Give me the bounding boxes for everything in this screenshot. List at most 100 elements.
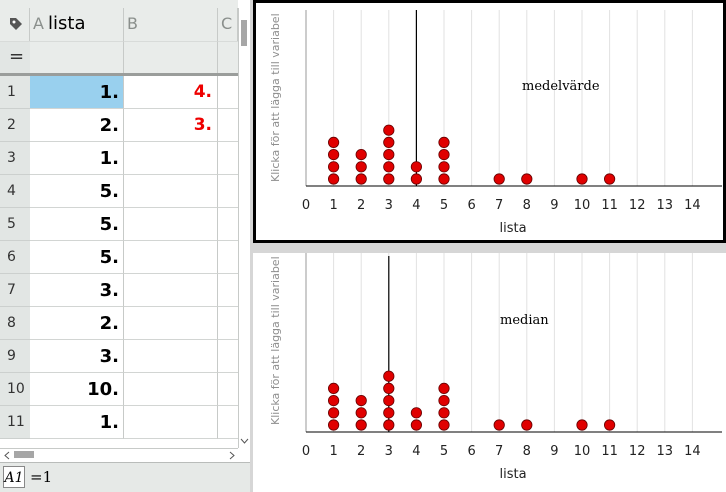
x-axis-label[interactable]: lista	[499, 467, 526, 482]
data-dot[interactable]	[410, 173, 422, 185]
formula-cell-b[interactable]	[124, 41, 218, 74]
select-all-corner[interactable]	[0, 8, 30, 41]
cell-c[interactable]	[218, 274, 238, 307]
scroll-down-icon[interactable]	[239, 436, 250, 447]
data-dot[interactable]	[383, 161, 395, 173]
row-number[interactable]: 4	[0, 175, 30, 208]
scroll-right-icon[interactable]	[226, 450, 237, 461]
data-dot[interactable]	[521, 173, 533, 185]
vertical-scroll-thumb[interactable]	[241, 20, 247, 46]
cell-b[interactable]	[124, 241, 218, 274]
cell-c[interactable]	[218, 307, 238, 340]
data-dot[interactable]	[438, 419, 450, 431]
cell-c[interactable]	[218, 406, 238, 439]
entry-formula-text[interactable]: =1	[30, 468, 53, 486]
data-dot[interactable]	[410, 161, 422, 173]
cell-a[interactable]: 2.	[30, 109, 124, 142]
dotplot-panel-median[interactable]: Klicka för att lägga till variabel 0 1 2 3 4 5…	[253, 253, 726, 492]
cell-c[interactable]	[218, 241, 238, 274]
data-dot[interactable]	[355, 161, 367, 173]
entry-line[interactable]: A1 =1	[0, 462, 250, 492]
data-dot[interactable]	[438, 149, 450, 161]
cell-a[interactable]: 5.	[30, 208, 124, 241]
cell-b[interactable]: 4.	[124, 76, 218, 109]
data-dot[interactable]	[383, 124, 395, 136]
data-dot[interactable]	[603, 173, 616, 185]
row-number[interactable]: 8	[0, 307, 30, 340]
column-header-c[interactable]: C	[218, 8, 238, 41]
dotplot-panel-mean[interactable]: Klicka för att lägga till variabel 0 1 2 3 4 5…	[253, 0, 726, 243]
data-dot[interactable]	[328, 149, 340, 161]
data-dot[interactable]	[438, 173, 450, 185]
cell-c[interactable]	[218, 142, 238, 175]
data-dot[interactable]	[328, 173, 340, 185]
cell-b[interactable]: 3.	[124, 109, 218, 142]
data-dot[interactable]	[355, 419, 367, 431]
cell-b[interactable]	[124, 406, 218, 439]
cell-a[interactable]: 5.	[30, 175, 124, 208]
data-dot[interactable]	[603, 419, 616, 431]
row-number[interactable]: 5	[0, 208, 30, 241]
cell-b[interactable]	[124, 175, 218, 208]
data-dot[interactable]	[383, 173, 395, 185]
scroll-left-icon[interactable]	[2, 450, 13, 461]
cell-a[interactable]: 1.	[30, 142, 124, 175]
data-dot[interactable]	[355, 173, 367, 185]
cell-b[interactable]	[124, 340, 218, 373]
data-dot[interactable]	[438, 382, 450, 394]
data-dot[interactable]	[410, 407, 422, 419]
cell-a[interactable]: 3.	[30, 340, 124, 373]
data-dot[interactable]	[383, 370, 395, 382]
row-number[interactable]: 11	[0, 406, 30, 439]
data-dot[interactable]	[328, 136, 340, 148]
data-dot[interactable]	[410, 419, 422, 431]
cell-a[interactable]: 2.	[30, 307, 124, 340]
data-dot[interactable]	[383, 136, 395, 148]
horizontal-scroll-thumb[interactable]	[14, 451, 34, 458]
data-dot[interactable]	[383, 395, 395, 407]
data-dot[interactable]	[328, 161, 340, 173]
row-number[interactable]: 6	[0, 241, 30, 274]
column-header-a[interactable]: A lista	[30, 8, 124, 41]
data-dot[interactable]	[328, 407, 340, 419]
x-axis-label[interactable]: lista	[499, 221, 526, 236]
data-dot[interactable]	[576, 419, 588, 431]
row-number[interactable]: 10	[0, 373, 30, 406]
vertical-scrollbar[interactable]	[238, 8, 250, 448]
data-dot[interactable]	[355, 149, 367, 161]
data-dot[interactable]	[383, 382, 395, 394]
data-dot[interactable]	[355, 407, 367, 419]
cell-b[interactable]	[124, 208, 218, 241]
data-dot[interactable]	[328, 395, 340, 407]
cell-b[interactable]	[124, 142, 218, 175]
formula-cell-a[interactable]	[30, 41, 124, 74]
data-dot[interactable]	[493, 173, 505, 185]
cell-b[interactable]	[124, 274, 218, 307]
data-dot[interactable]	[521, 419, 533, 431]
data-dot[interactable]	[493, 419, 505, 431]
cell-c[interactable]	[218, 175, 238, 208]
cell-b[interactable]	[124, 307, 218, 340]
cell-a[interactable]: 1.	[30, 76, 124, 109]
cell-b[interactable]	[124, 373, 218, 406]
column-name-a[interactable]: lista	[48, 13, 86, 34]
cell-a[interactable]: 5.	[30, 241, 124, 274]
data-dot[interactable]	[438, 395, 450, 407]
row-number[interactable]: 2	[0, 109, 30, 142]
formula-cell-c[interactable]	[218, 41, 238, 74]
row-number[interactable]: 1	[0, 76, 30, 109]
row-number[interactable]: 7	[0, 274, 30, 307]
cell-c[interactable]	[218, 373, 238, 406]
cell-a[interactable]: 3.	[30, 274, 124, 307]
cell-a[interactable]: 1.	[30, 406, 124, 439]
cell-a[interactable]: 10.	[30, 373, 124, 406]
data-dot[interactable]	[438, 161, 450, 173]
cell-c[interactable]	[218, 340, 238, 373]
data-dot[interactable]	[383, 419, 395, 431]
column-header-b[interactable]: B	[124, 8, 218, 41]
cell-c[interactable]	[218, 208, 238, 241]
data-dot[interactable]	[355, 395, 367, 407]
cell-c[interactable]	[218, 109, 238, 142]
data-dot[interactable]	[438, 136, 450, 148]
data-dot[interactable]	[383, 149, 395, 161]
